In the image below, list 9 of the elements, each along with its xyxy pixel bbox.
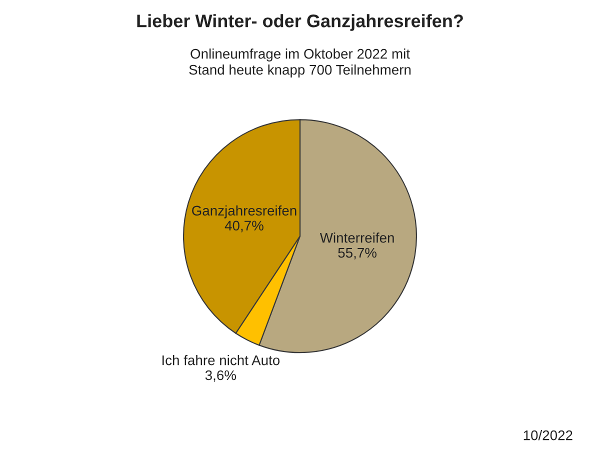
data-label: 3,6% [205, 370, 236, 382]
data-label: 40,7% [224, 220, 264, 232]
data-label: 55,7% [338, 248, 376, 260]
slice-label: Ich fahre nicht Auto [162, 354, 280, 366]
text: 10/2022 [524, 430, 572, 440]
slice-label: Winterreifen [320, 232, 394, 243]
chart-subtitle: Onlineumfrage im Oktober 2022 mit Stand heute knapp 700 Teilnehmern [189, 48, 411, 78]
slice-label: Ganzjahresreifen [192, 205, 296, 218]
chart-title: Lieber Winter- oder Ganzjahresreifen? [137, 14, 463, 31]
